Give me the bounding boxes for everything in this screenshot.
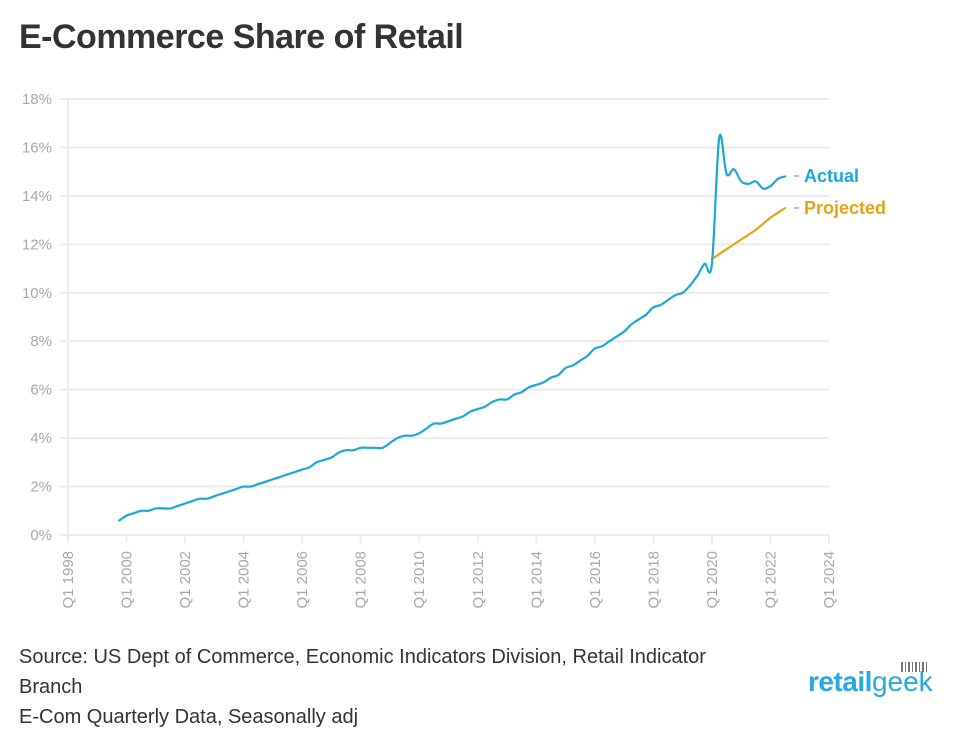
retailgeek-logo: retailgeek (808, 660, 948, 704)
x-tick-label: Q1 2000 (119, 551, 136, 609)
x-tick-label: Q1 2002 (177, 551, 194, 609)
series-labels: Actual Projected (794, 166, 886, 218)
x-tick-label: Q1 2004 (236, 551, 253, 609)
series-lines (118, 133, 787, 522)
x-tick-label: Q1 2010 (411, 551, 428, 609)
series-line-actual (118, 133, 787, 522)
y-tick-label: 4% (30, 430, 52, 447)
y-tick-label: 16% (22, 139, 52, 156)
source-line-3: E-Com Quarterly Data, Seasonally adj (19, 706, 359, 728)
y-tick-label: 8% (30, 333, 52, 350)
source-line-1: Source: US Dept of Commerce, Economic In… (19, 646, 706, 668)
x-tick-label: Q1 1998 (60, 551, 77, 609)
x-tick-label: Q1 2020 (704, 551, 721, 609)
series-label-actual: Actual (804, 166, 859, 186)
y-axis-ticks: 0% 2% 4% 6% 8% 10% 12% 14% 16% 18% (22, 91, 52, 544)
gridlines (60, 98, 829, 543)
logo-text-retail: retail (808, 666, 872, 697)
x-tick-label: Q1 2016 (587, 551, 604, 609)
barcode-icon (901, 662, 927, 672)
series-label-projected: Projected (804, 198, 886, 218)
line-chart: 0% 2% 4% 6% 8% 10% 12% 14% 16% 18% Q1 1998 Q1 2000… (22, 91, 886, 609)
x-tick-label: Q1 2012 (470, 551, 487, 609)
x-axis-ticks: Q1 1998 Q1 2000 Q1 2002 Q1 2004 Q1 2006 Q1 20… (60, 535, 838, 609)
series-line-projected (710, 206, 787, 260)
y-tick-label: 6% (30, 382, 52, 399)
source-note: Source: US Dept of Commerce, Economic In… (19, 642, 799, 732)
x-tick-label: Q1 2014 (528, 551, 545, 609)
x-tick-label: Q1 2022 (762, 551, 779, 609)
y-tick-label: 14% (22, 188, 52, 205)
y-tick-label: 10% (22, 285, 52, 302)
source-line-2: Branch (19, 676, 83, 698)
y-tick-label: 2% (30, 479, 52, 496)
y-tick-label: 0% (30, 527, 52, 544)
y-tick-label: 18% (22, 91, 52, 108)
y-tick-label: 12% (22, 236, 52, 253)
logo-text-geek: geek (871, 666, 933, 697)
chart-title: E-Commerce Share of Retail (19, 18, 464, 56)
x-tick-label: Q1 2024 (821, 551, 838, 609)
x-tick-label: Q1 2008 (353, 551, 370, 609)
x-tick-label: Q1 2018 (645, 551, 662, 609)
x-tick-label: Q1 2006 (294, 551, 311, 609)
